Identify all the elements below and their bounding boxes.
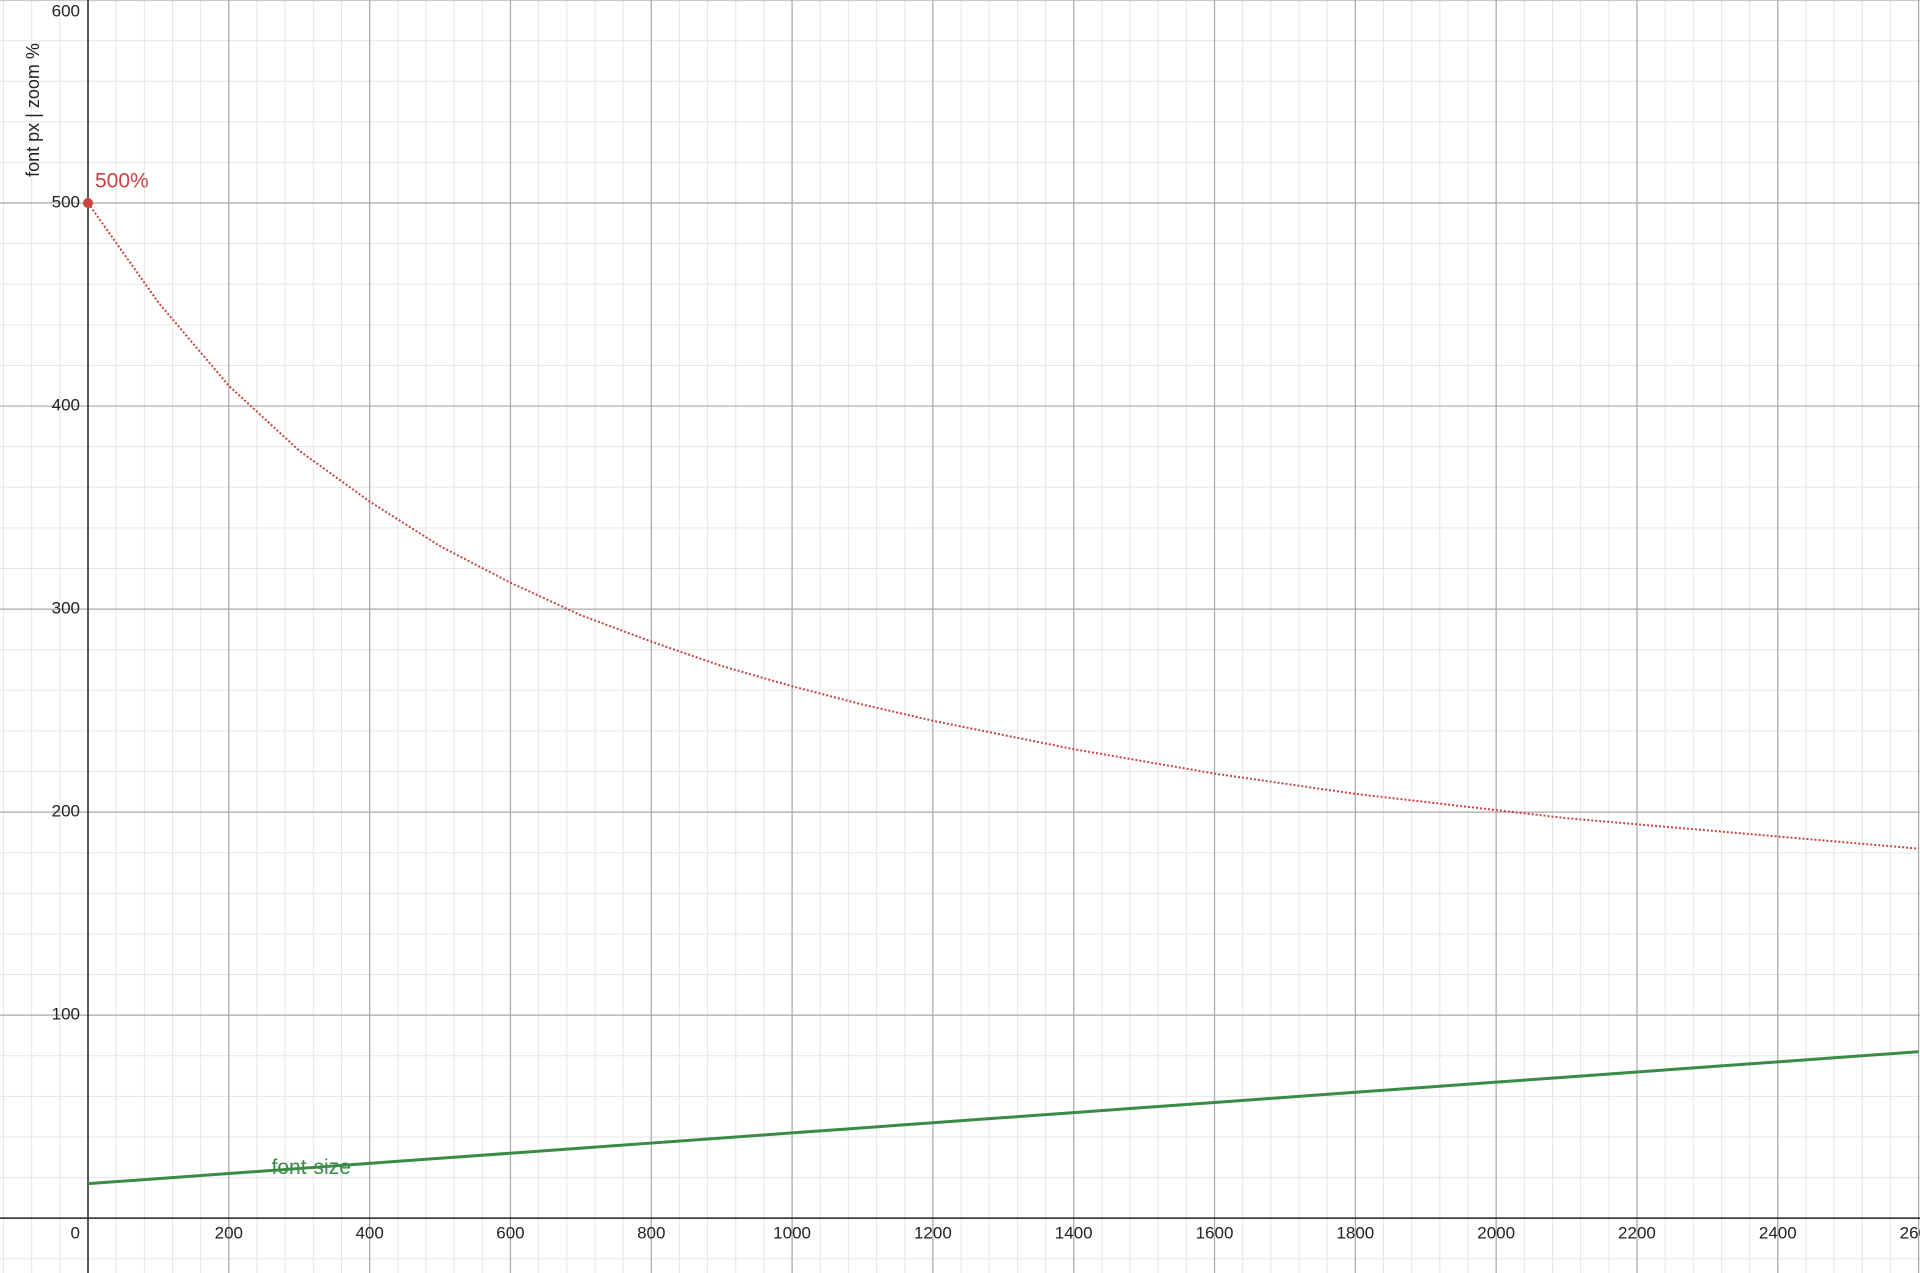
x-tick-label: 0	[71, 1224, 80, 1243]
x-tick-label: 200	[215, 1224, 243, 1243]
annotation-label: 500%	[95, 170, 149, 193]
plot: font-size 500%	[83, 170, 1919, 1186]
y-tick-label: 200	[52, 802, 80, 821]
series-label: font-size	[272, 1156, 351, 1179]
y-tick-label: 600	[52, 1, 80, 20]
x-tick-label: 2200	[1618, 1224, 1656, 1243]
x-tick-label: 2000	[1477, 1224, 1515, 1243]
x-tick-label: 400	[355, 1224, 383, 1243]
y-tick-label: 400	[52, 396, 80, 415]
x-tick-label: 1000	[773, 1224, 811, 1243]
x-tick-label: 600	[496, 1224, 524, 1243]
series-line	[87, 202, 1919, 850]
y-axis-title: font px | zoom %	[23, 43, 43, 177]
x-tick-label: 1200	[914, 1224, 952, 1243]
series-line	[87, 1050, 1919, 1186]
x-tick-label: 2400	[1759, 1224, 1797, 1243]
x-tick-label: 1800	[1336, 1224, 1374, 1243]
annotation-point	[83, 198, 94, 209]
x-tick-label: 800	[637, 1224, 665, 1243]
x-tick-label: 2600	[1900, 1224, 1920, 1243]
x-tick-label: 1400	[1055, 1224, 1093, 1243]
y-tick-label: 100	[52, 1005, 80, 1024]
y-tick-label: 300	[52, 599, 80, 618]
y-tick-label: 500	[52, 193, 80, 212]
x-tick-label: 1600	[1196, 1224, 1234, 1243]
